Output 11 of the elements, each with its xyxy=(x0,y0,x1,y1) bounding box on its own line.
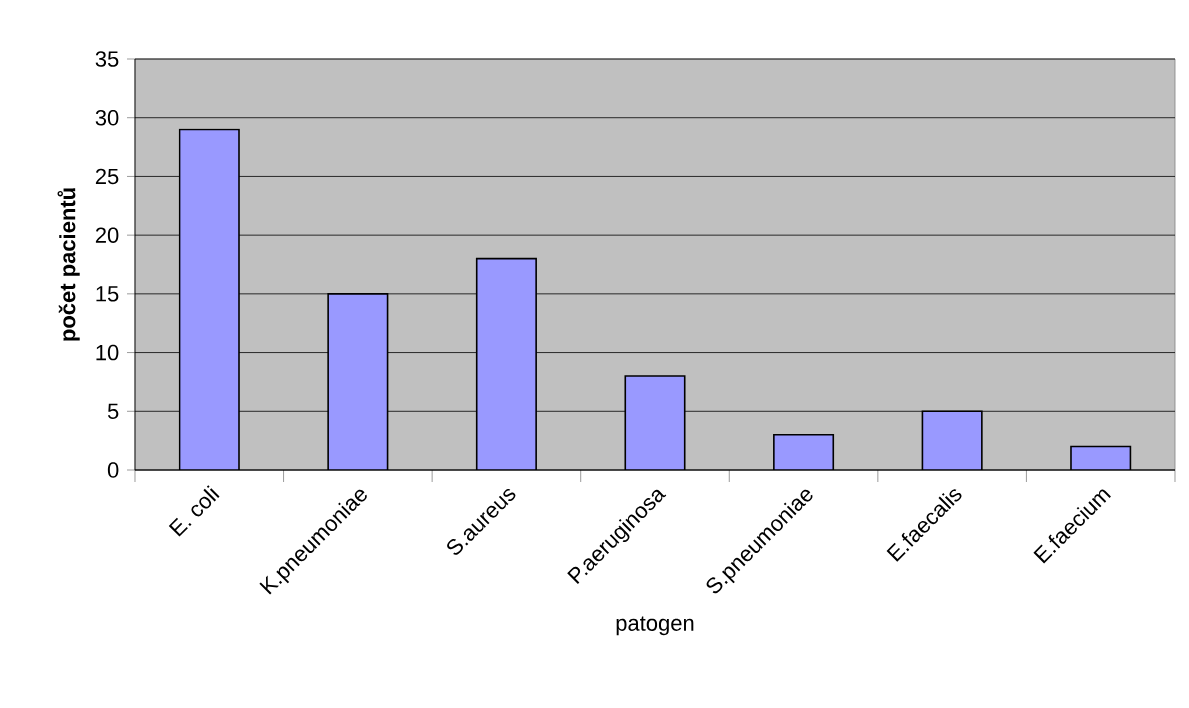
y-tick-label: 35 xyxy=(95,51,119,67)
y-tick-label: 20 xyxy=(95,227,119,243)
x-tick-label: E. coli xyxy=(168,485,220,537)
y-tick-label: 5 xyxy=(107,403,119,419)
y-axis-title: počet pacientů xyxy=(57,188,80,341)
y-tick-label: 30 xyxy=(95,109,119,126)
x-axis-title: patogen xyxy=(616,616,694,636)
y-tick-label: 15 xyxy=(96,286,119,302)
y-tick-label: 25 xyxy=(95,168,119,185)
y-tick-label: 0 xyxy=(107,462,119,478)
y-tick-label: 10 xyxy=(96,344,119,361)
